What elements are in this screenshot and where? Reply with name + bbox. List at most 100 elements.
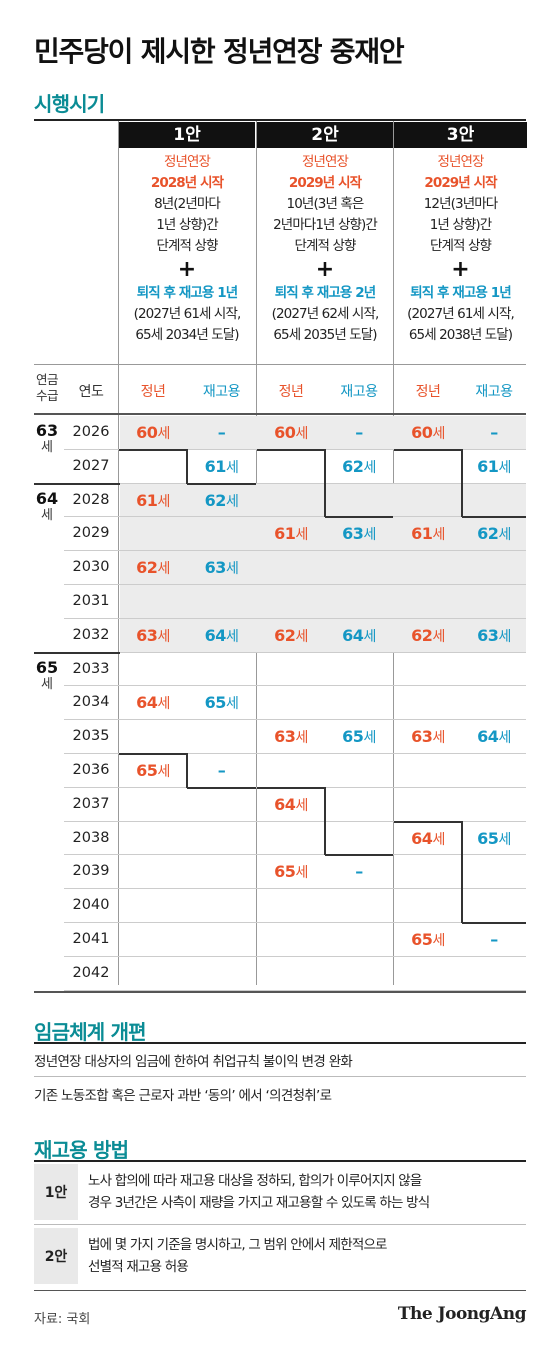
transition-line [324, 448, 326, 518]
retire-age-cell [119, 517, 187, 550]
year-label: 2037 [72, 795, 110, 812]
year-header: 연도 [78, 384, 104, 400]
rehire-age-cell [187, 923, 256, 956]
section-rule [34, 1042, 526, 1044]
plan-extension-label: 정년연장 [301, 154, 349, 170]
retire-age-cell [394, 889, 462, 922]
plan-header-3: 3안 정년연장 2029년 시작 12년(3년마다 1년 상향)간 단계적 상향 + 퇴직 후… [394, 122, 527, 360]
retire-age-cell: 64세 [411, 828, 445, 848]
retire-age-cell [257, 653, 325, 686]
footer-rule [34, 1290, 526, 1291]
rehire-age-cell: 61세 [477, 456, 511, 476]
year-label: 2042 [72, 964, 110, 981]
rehire-age-cell [462, 484, 526, 517]
retire-age-cell [257, 923, 325, 956]
pension-header: 연금 수급 [35, 372, 59, 403]
plan-extension-label: 정년연장 [437, 154, 484, 170]
section-rule [34, 1160, 526, 1162]
year-label: 2038 [72, 829, 110, 846]
transition-line [394, 820, 462, 823]
retire-age-cell: 65세 [411, 930, 445, 949]
retire-age-cell [257, 585, 325, 618]
retire-age-cell [119, 855, 187, 888]
plan-note: 65세 2038년 도달) [408, 327, 513, 343]
rehire-age-cell [325, 551, 393, 584]
plan-rehire: 퇴직 후 재고용 1년 [410, 285, 511, 301]
retire-age-cell [394, 788, 462, 821]
plan-label: 3안 [394, 122, 527, 148]
retire-age-cell [257, 686, 325, 719]
row-shade [120, 416, 526, 449]
transition-line [187, 482, 256, 485]
row-shade [120, 517, 526, 551]
year-label: 2031 [72, 593, 110, 609]
rehire-age-cell: 62세 [477, 524, 511, 544]
retire-age-cell [119, 585, 187, 618]
year-label: 2041 [72, 931, 110, 947]
retire-age-cell: 65세 [274, 862, 308, 882]
retire-age-cell [394, 653, 462, 686]
rehire-age-cell [325, 653, 393, 686]
plan-desc: 단계적 상향 [430, 238, 492, 254]
rehire-age-cell [325, 585, 393, 618]
column-divider [118, 121, 119, 985]
plan-label: 2안 [257, 122, 393, 148]
plan-rehire: 퇴직 후 재고용 1년 [136, 285, 238, 301]
rehire-age-cell [462, 754, 526, 787]
rehire-age-cell [187, 855, 256, 888]
rehire-age-cell [325, 484, 393, 517]
rehire-age-cell: 63세 [477, 625, 511, 645]
row-shade [120, 618, 526, 652]
rehire-age-cell: 64세 [204, 625, 239, 645]
retire-age-cell [257, 822, 325, 855]
retire-age-cell: 60세 [411, 423, 445, 442]
plan-desc: 1년 상향)간 [429, 217, 492, 233]
rehire-age-cell: 62세 [204, 490, 239, 510]
retire-age-cell [119, 889, 187, 922]
rehire-age-cell [325, 788, 393, 821]
year-label: 2026 [72, 424, 110, 440]
plan-note: (2027년 61세 시작, [407, 306, 515, 322]
transition-line [257, 448, 325, 451]
rehire-age-cell [187, 517, 256, 550]
retire-age-cell [119, 788, 187, 821]
transition-line [186, 753, 188, 788]
rehire-plan-text: 법에 몇 가지 기준을 명시하고, 그 범위 안에서 제한적으로 선별적 재고용… [88, 1237, 387, 1275]
retire-age-cell: 61세 [136, 490, 170, 510]
rehire-age-cell [325, 686, 393, 719]
retire-age-cell: 64세 [274, 794, 308, 814]
rehire-age-cell [325, 889, 393, 922]
row-divider [64, 753, 526, 754]
rehire-age-cell: – [355, 423, 363, 442]
rehire-age-cell [462, 585, 526, 618]
row-divider [64, 854, 526, 856]
retire-age-cell: 64세 [136, 693, 170, 713]
retire-age-cell [257, 889, 325, 922]
transition-line [394, 448, 462, 451]
retire-age-cell [119, 720, 187, 753]
row-divider [64, 550, 526, 552]
rehire-age-cell [187, 653, 256, 686]
row-divider [64, 989, 526, 991]
transition-line [325, 854, 393, 857]
transition-line [119, 753, 187, 755]
year-label: 2034 [72, 694, 110, 711]
retire-age-cell [394, 754, 462, 787]
rehire-age-cell [462, 551, 526, 584]
retire-age-cell: 63세 [136, 625, 170, 645]
transition-line [187, 786, 256, 789]
transition-line [461, 448, 463, 518]
rehire-age-cell [325, 957, 393, 990]
wage-item: 정년연장 대상자의 임금에 한하여 취업규칙 불이익 변경 완화 [34, 1054, 353, 1070]
plan-header-1: 1안 정년연장 2028년 시작 8년(2년마다 1년 상향)간 단계적 상향 + 퇴직 후 … [119, 122, 255, 360]
plan-desc: 2년마다1년 상향)간 [273, 217, 378, 233]
retire-age-cell [394, 484, 462, 517]
row-divider [34, 1224, 526, 1225]
pension-age-group: 64 세 [35, 488, 59, 523]
retire-header: 정년 [278, 384, 304, 400]
retire-age-cell: 61세 [411, 524, 445, 544]
rehire-age-cell: – [490, 930, 498, 949]
plan-desc: 8년(2년마다 [154, 196, 221, 212]
plan-desc: 단계적 상향 [294, 238, 357, 254]
retire-age-cell: 63세 [411, 727, 445, 747]
